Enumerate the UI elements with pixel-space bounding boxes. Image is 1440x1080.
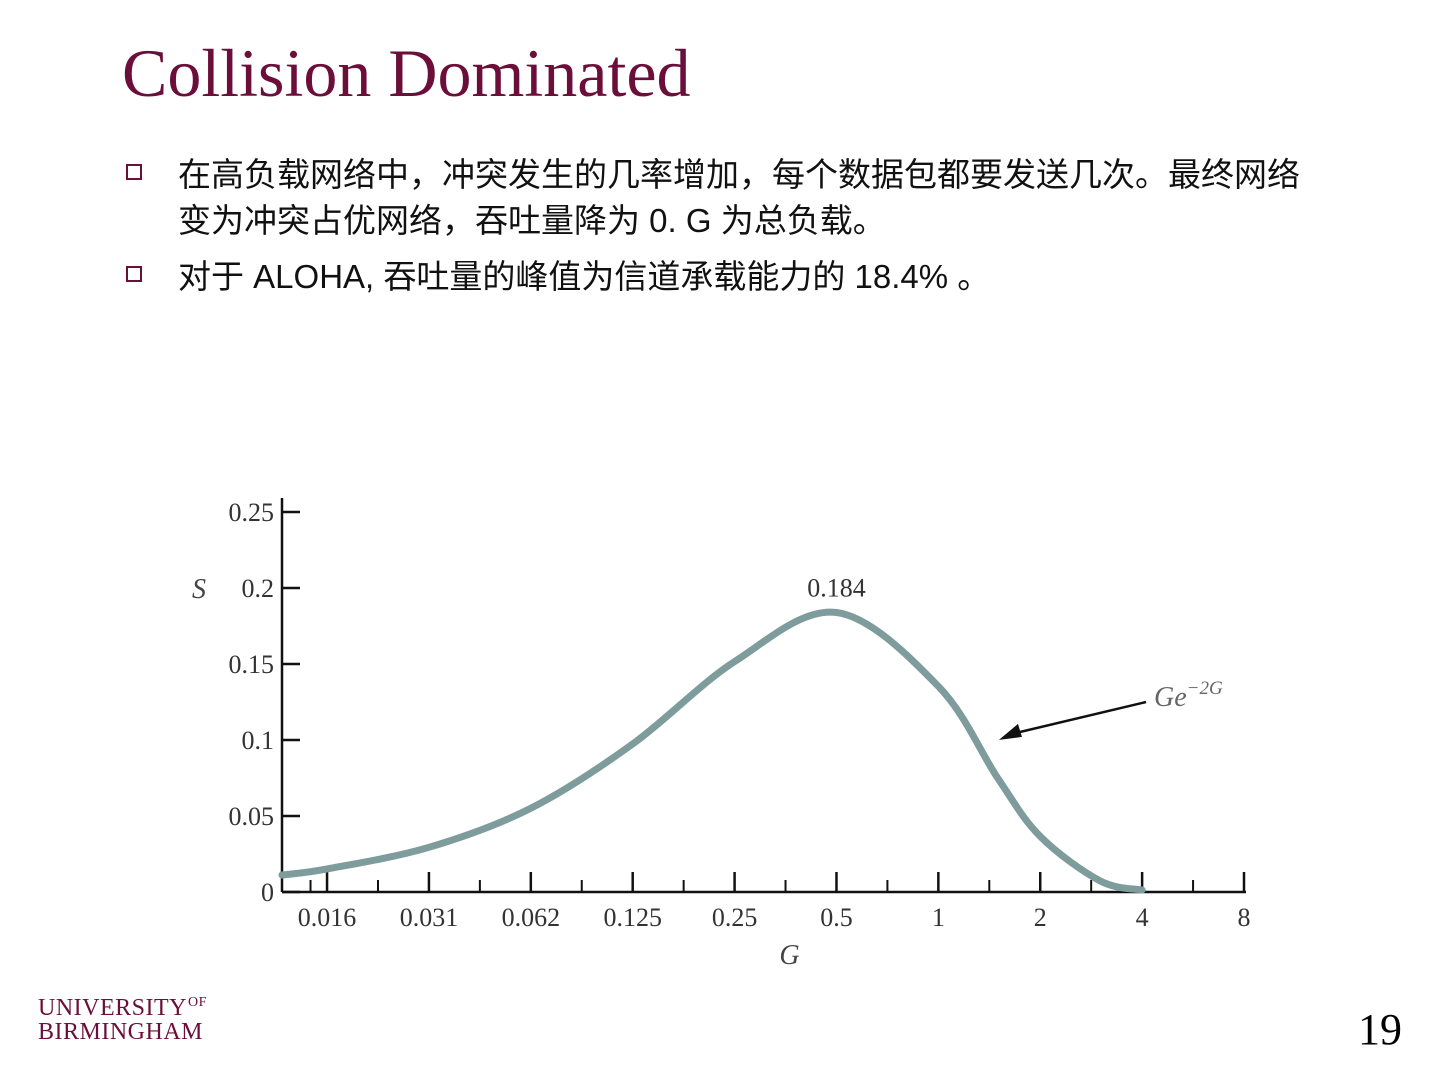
y-tick-label: 0.2 (242, 574, 275, 603)
throughput-chart: 0 0.05 0.1 0.15 0.2 0.25 0.016 0.031 0.062 0.125 0… (192, 498, 1251, 971)
y-tick-label: 0.1 (242, 726, 275, 755)
y-tick-label: 0.05 (229, 802, 275, 831)
y-tick-label: 0.25 (229, 498, 275, 527)
bullet-list: 在高负载网络中，冲突发生的几率增加，每个数据包都要发送几次。最终网络变为冲突占优… (122, 152, 1322, 310)
logo-line2: BIRMINGHAM (38, 1019, 204, 1045)
throughput-curve (278, 608, 1146, 894)
annotation-arrow-line (1011, 700, 1147, 736)
formula-exponent: −2G (1187, 678, 1223, 699)
logo-line1: UNIVERSITY (38, 995, 187, 1021)
x-tick-label: 0.062 (502, 903, 561, 932)
arrow-head-icon (998, 723, 1022, 740)
x-tick-label: 0.25 (712, 903, 758, 932)
y-axis-label: S (192, 574, 206, 605)
formula-label: Ge−2G (1154, 678, 1223, 713)
bullet-item: 在高负载网络中，冲突发生的几率增加，每个数据包都要发送几次。最终网络变为冲突占优… (122, 152, 1322, 244)
logo-of: OF (188, 995, 207, 1010)
y-tick-label: 0 (261, 878, 274, 907)
slide-title: Collision Dominated (122, 35, 691, 111)
bullet-item: 对于 ALOHA, 吞吐量的峰值为信道承载能力的 18.4% 。 (122, 254, 1322, 300)
bullet-text: 对于 ALOHA, 吞吐量的峰值为信道承载能力的 18.4% 。 (178, 258, 991, 295)
page-number: 19 (1358, 1005, 1402, 1054)
x-tick-label: 8 (1238, 903, 1251, 932)
x-tick-label: 0.031 (400, 903, 459, 932)
bullet-text: 在高负载网络中，冲突发生的几率增加，每个数据包都要发送几次。最终网络变为冲突占优… (178, 156, 1300, 239)
x-axis-label: G (779, 940, 799, 971)
x-tick-label: 0.125 (603, 903, 662, 932)
y-tick-label: 0.15 (229, 650, 275, 679)
x-tick-label: 1 (932, 903, 945, 932)
x-tick-label: 4 (1136, 903, 1149, 932)
x-tick-label: 0.016 (298, 903, 357, 932)
square-bullet-icon (126, 164, 142, 180)
square-bullet-icon (126, 266, 142, 282)
x-tick-label: 2 (1034, 903, 1047, 932)
x-tick-label: 0.5 (820, 903, 853, 932)
peak-label: 0.184 (807, 573, 866, 602)
university-logo: UNIVERSITYOF BIRMINGHAM (38, 995, 207, 1045)
